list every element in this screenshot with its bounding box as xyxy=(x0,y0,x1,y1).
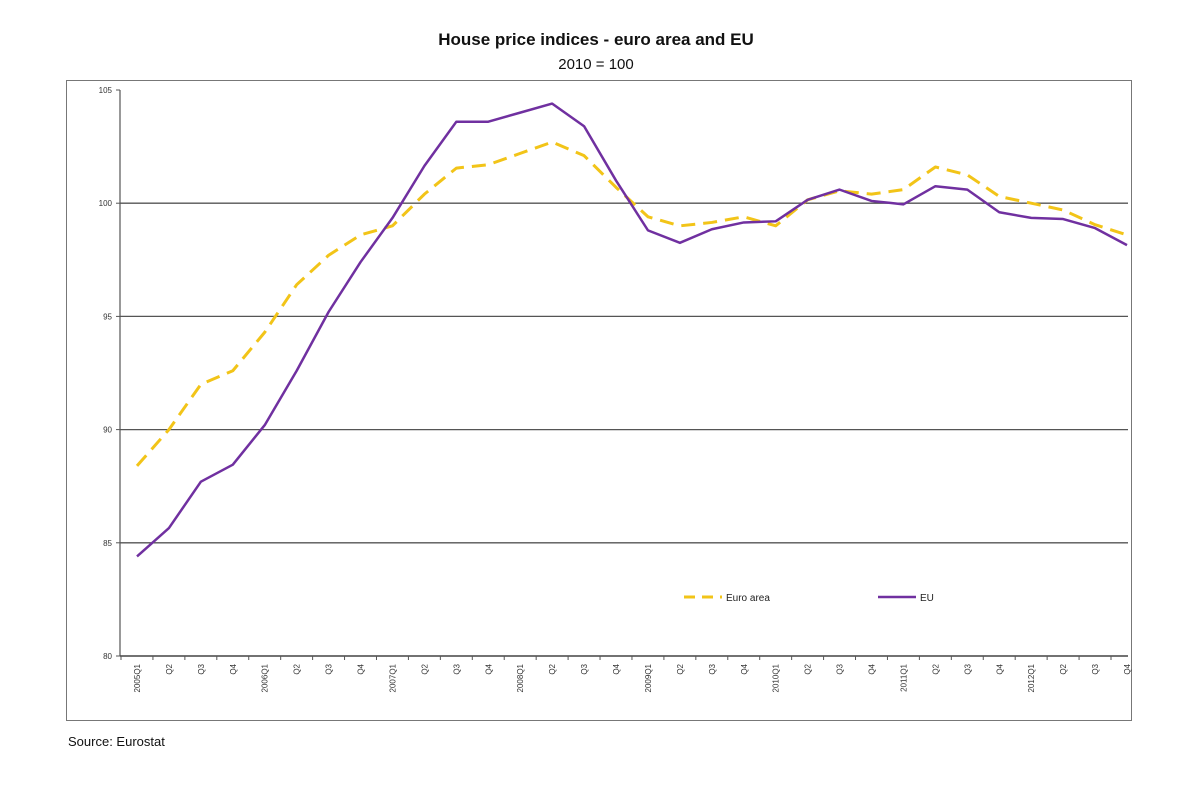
x-tick-label: 2012Q1 xyxy=(1027,663,1036,692)
x-tick-label: Q4 xyxy=(484,663,493,674)
legend-label: Euro area xyxy=(726,593,770,604)
x-tick-label: Q2 xyxy=(293,663,302,674)
chart-title: House price indices - euro area and EU xyxy=(438,30,754,49)
x-tick-label: Q2 xyxy=(548,663,557,674)
chart-frame xyxy=(66,80,1132,721)
series-line-euro-area xyxy=(135,140,1128,467)
y-tick-label: 100 xyxy=(99,199,113,208)
x-tick-label: Q3 xyxy=(325,663,334,674)
x-tick-label: 2007Q1 xyxy=(388,663,397,692)
x-tick-label: Q3 xyxy=(963,663,972,674)
x-tick-label: Q3 xyxy=(1091,663,1100,674)
x-tick-label: Q4 xyxy=(1123,663,1132,674)
x-tick-label: Q2 xyxy=(1059,663,1068,674)
x-tick-label: Q3 xyxy=(708,663,717,674)
x-tick-label: Q4 xyxy=(229,663,238,674)
x-tick-label: Q4 xyxy=(740,663,749,674)
x-tick-label: Q2 xyxy=(804,663,813,674)
x-tick-label: 2010Q1 xyxy=(772,663,781,692)
x-tick-label: Q2 xyxy=(165,663,174,674)
x-tick-label: Q3 xyxy=(836,663,845,674)
x-tick-label: Q3 xyxy=(580,663,589,674)
x-tick-label: Q4 xyxy=(357,663,366,674)
x-tick-label: 2005Q1 xyxy=(133,663,142,692)
x-tick-label: 2011Q1 xyxy=(899,663,908,691)
x-tick-label: Q3 xyxy=(452,663,461,674)
chart-subtitle: 2010 = 100 xyxy=(558,56,634,73)
y-tick-label: 95 xyxy=(103,312,112,321)
x-tick-label: 2009Q1 xyxy=(644,663,653,692)
x-tick-label: Q2 xyxy=(420,663,429,674)
x-tick-label: 2008Q1 xyxy=(516,663,525,692)
y-tick-label: 90 xyxy=(103,426,112,435)
x-tick-label: Q2 xyxy=(931,663,940,674)
legend-label: EU xyxy=(920,593,934,604)
x-tick-label: Q4 xyxy=(612,663,621,674)
x-tick-label: Q4 xyxy=(995,663,1004,674)
x-tick-label: Q4 xyxy=(868,663,877,674)
x-tick-label: Q2 xyxy=(676,663,685,674)
source-note: Source: Eurostat xyxy=(68,734,165,749)
y-tick-label: 105 xyxy=(99,86,113,95)
y-tick-label: 85 xyxy=(103,539,112,548)
series-line-eu xyxy=(136,102,1128,558)
x-tick-label: Q3 xyxy=(197,663,206,674)
x-tick-label: 2006Q1 xyxy=(261,663,270,692)
y-tick-label: 80 xyxy=(103,652,112,661)
